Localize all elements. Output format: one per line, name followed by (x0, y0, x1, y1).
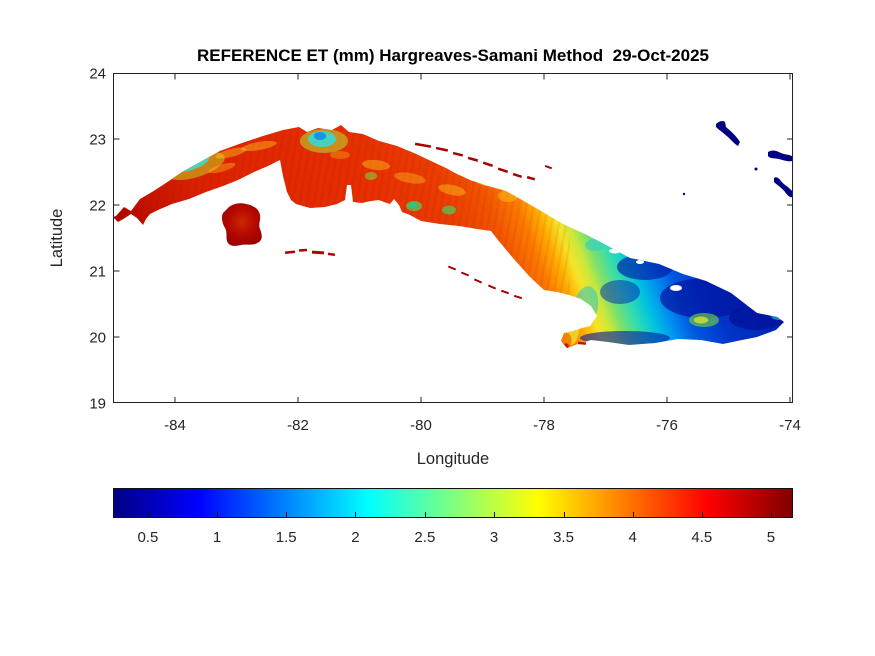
colorbar-tick-label: 4.5 (691, 529, 713, 546)
colorbar-gradient: 0.5 1 1.5 2 2.5 3 3.5 4 4.5 5 (113, 488, 793, 546)
colorbar-tick-label: 0.5 (137, 529, 159, 546)
y-tick-label: 23 (89, 132, 106, 149)
colorbar-tick-label: 2 (351, 529, 360, 546)
x-tick-label: -74 (779, 417, 801, 434)
y-tick-labels: 24 23 22 21 20 19 (89, 66, 106, 413)
bahamas-cays (682, 120, 793, 198)
x-tick-label: -80 (410, 417, 432, 434)
colorbar-tick (217, 512, 219, 517)
y-tick-label: 21 (89, 264, 106, 281)
colorbar-tick-label: 3 (489, 529, 499, 546)
colorbar-tick (494, 512, 496, 517)
canarreos-cays (284, 248, 336, 257)
y-tick-label: 24 (89, 66, 106, 83)
colorbar-tick-label: 1.5 (275, 529, 297, 546)
x-tick-label: -76 (656, 417, 678, 434)
colorbar-tick-label: 4 (628, 529, 637, 546)
chart-title: REFERENCE ET (mm) Hargreaves-Samani Meth… (196, 46, 710, 65)
x-tick-label: -84 (164, 417, 186, 434)
x-axis-label: Longitude (417, 450, 490, 468)
colorbar-tick (770, 512, 772, 517)
y-tick-label: 19 (89, 396, 106, 413)
colorbar-tick (286, 512, 288, 517)
y-axis-label: Latitude (48, 209, 66, 268)
colorbar-tick (355, 512, 357, 517)
northern-cays (414, 142, 553, 181)
isla-de-la-juventud (221, 203, 262, 246)
x-tick-labels: -84 -82 -80 -78 -76 -74 (164, 417, 801, 434)
colorbar-tick (424, 512, 426, 517)
y-tick-label: 20 (89, 330, 106, 347)
colorbar-tick (147, 512, 149, 517)
colorbar-tick-label: 1 (212, 529, 222, 546)
colorbar-tick-label: 3.5 (553, 529, 574, 546)
y-tick-label: 22 (89, 198, 106, 215)
x-tick-label: -82 (287, 417, 309, 434)
colorbar-tick (632, 512, 634, 517)
cuba-mainland-heatmap (113, 125, 784, 348)
colorbar-tick (563, 512, 565, 517)
axes-box (113, 73, 793, 403)
colorbar-tick-label: 2.5 (414, 529, 436, 546)
colorbar-tick-label: 5 (766, 529, 776, 546)
colorbar-tick (701, 512, 703, 517)
x-tick-label: -78 (533, 417, 555, 434)
southern-cays (447, 265, 587, 345)
